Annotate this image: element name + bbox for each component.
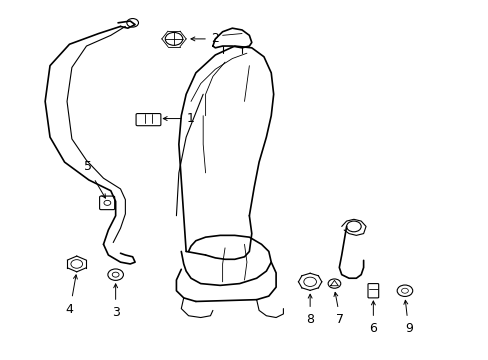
Text: 4: 4 — [65, 303, 73, 316]
Text: 8: 8 — [305, 313, 313, 326]
Text: 7: 7 — [335, 313, 343, 326]
Text: 3: 3 — [111, 306, 120, 319]
Text: 6: 6 — [368, 322, 377, 335]
Text: 5: 5 — [84, 160, 92, 173]
Text: 9: 9 — [404, 322, 412, 335]
Text: 1: 1 — [187, 112, 195, 125]
Text: 2: 2 — [211, 32, 219, 45]
